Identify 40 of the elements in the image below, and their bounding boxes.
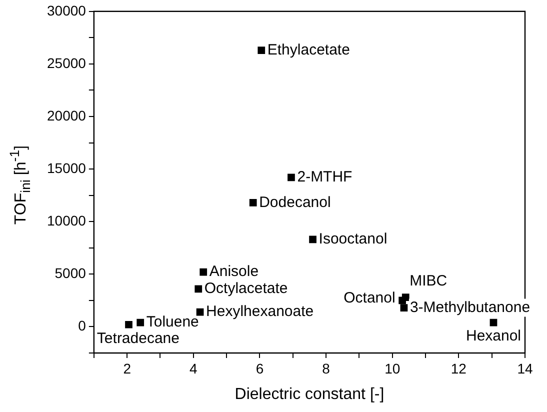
point	[249, 199, 257, 206]
annotation: Ethylacetate	[267, 41, 350, 58]
point	[196, 308, 204, 316]
annotation: 3-Methylbutanone	[410, 298, 530, 316]
point	[309, 236, 316, 244]
annotation: Octanol	[344, 290, 396, 307]
point	[258, 46, 266, 54]
point	[194, 285, 202, 293]
point	[402, 294, 410, 301]
annotation: Hexanol	[466, 328, 522, 345]
point	[288, 174, 295, 182]
y-tick-label: 10000	[46, 212, 86, 228]
x-tick-label: 4	[190, 360, 198, 376]
x-tick-label: 2	[123, 360, 132, 376]
x-tick-label: 10	[384, 360, 400, 376]
y-tick-label: 15000	[46, 160, 86, 176]
x-tick-label: 8	[322, 360, 330, 376]
y-tick-label: 0	[78, 318, 86, 334]
x-tick-label: 14	[517, 360, 533, 376]
x-tick-label: 6	[256, 360, 264, 376]
y-tick-label: 20000	[46, 107, 86, 124]
x-tick-label: 12	[450, 360, 467, 376]
point	[400, 304, 408, 312]
annotation: MIBC	[410, 272, 448, 290]
annotation: Isooctanol	[318, 230, 388, 248]
y-tick-label: 30000	[46, 2, 86, 18]
y-tick-label: 5000	[54, 265, 86, 282]
annotation: Toluene	[146, 314, 199, 331]
point	[490, 318, 498, 326]
annotation: Dodecanol	[259, 194, 331, 211]
point	[136, 318, 144, 326]
annotation: Anisole	[209, 263, 259, 280]
point	[200, 268, 208, 276]
annotation: Octylacetate	[204, 280, 288, 298]
annotation: Hexylhexanoate	[206, 303, 314, 320]
point	[125, 320, 132, 328]
y-tick-label: 25000	[46, 54, 86, 71]
x-axis-title: Dielectric constant [-]	[234, 386, 384, 403]
annotation: 2-MTHF	[297, 168, 352, 186]
annotation: Tetradecane	[96, 330, 180, 347]
